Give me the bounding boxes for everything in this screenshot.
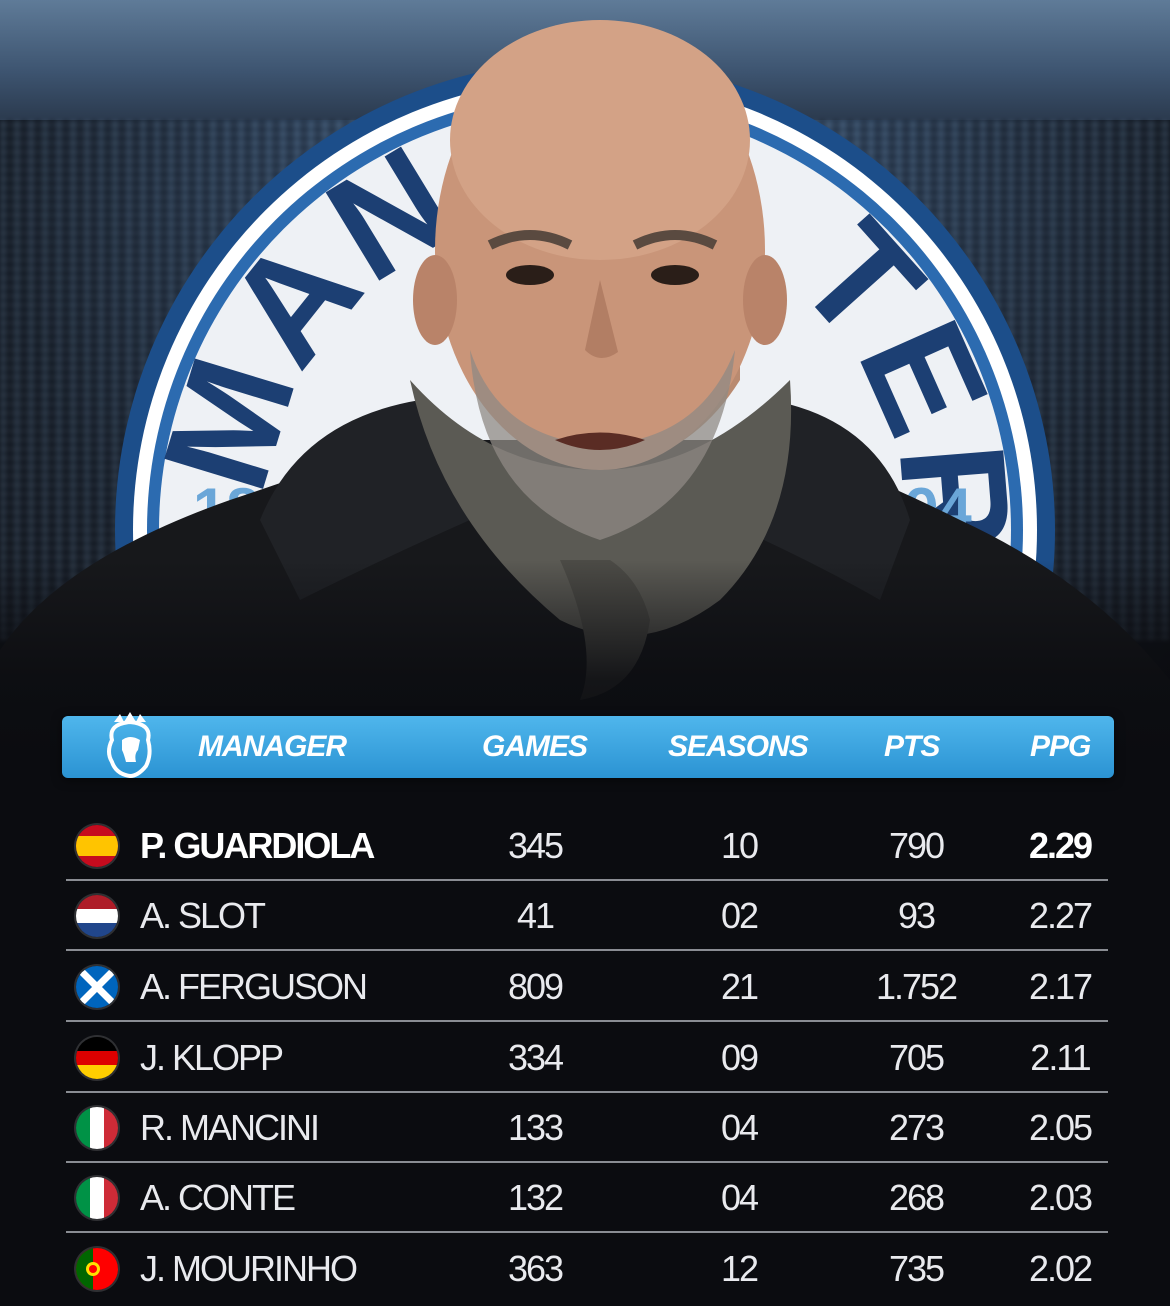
portugal-flag-icon: [76, 1248, 118, 1290]
premier-league-lion-icon: [107, 712, 152, 779]
manager-name: R. MANCINI: [140, 1107, 320, 1148]
ppg-value: 2.27: [1028, 895, 1093, 936]
italy-flag-icon: [76, 1177, 118, 1219]
seasons-value: 02: [720, 895, 759, 936]
pts-value: 790: [888, 825, 945, 866]
games-value: 132: [507, 1177, 564, 1218]
spain-flag-icon: [76, 825, 118, 867]
games-value: 41: [516, 895, 555, 936]
netherlands-flag-icon: [76, 895, 118, 937]
pts-value: 705: [888, 1037, 945, 1078]
row-divider: [66, 1161, 1108, 1163]
table-row: P. GUARDIOLA 345 10 790 2.29: [66, 811, 1108, 881]
seasons-value: 21: [720, 966, 759, 1007]
seasons-value: 12: [720, 1248, 759, 1289]
scotland-flag-icon: [76, 966, 118, 1008]
table-row: R. MANCINI 133 04 273 2.05: [66, 1093, 1108, 1163]
games-value: 345: [507, 825, 564, 866]
ppg-value: 2.17: [1028, 966, 1093, 1007]
row-divider: [66, 1020, 1108, 1022]
manager-name: J. KLOPP: [140, 1037, 284, 1078]
manager-name: A. FERGUSON: [140, 966, 368, 1007]
seasons-value: 04: [720, 1177, 759, 1218]
germany-flag-icon: [76, 1037, 118, 1079]
hero-image: MAN TER 18 94: [0, 0, 1170, 760]
table-row: J. MOURINHO 363 12 735 2.02: [66, 1234, 1108, 1304]
ppg-value: 2.11: [1030, 1037, 1091, 1078]
seasons-value: 10: [720, 825, 759, 866]
ppg-value: 2.05: [1028, 1107, 1093, 1148]
games-value: 809: [507, 966, 564, 1007]
pts-value: 735: [888, 1248, 945, 1289]
table-row: A. FERGUSON 809 21 1.752 2.17: [66, 952, 1108, 1022]
manager-name: A. CONTE: [140, 1177, 296, 1218]
pts-value: 1.752: [875, 966, 958, 1007]
table-header: MANAGER GAMES SEASONS PTS PPG: [62, 712, 1114, 779]
row-divider: [66, 1091, 1108, 1093]
pts-value: 273: [888, 1107, 945, 1148]
games-value: 133: [507, 1107, 564, 1148]
row-divider: [66, 949, 1108, 951]
column-header-pts: PTS: [884, 730, 940, 763]
manager-name: A. SLOT: [140, 895, 266, 936]
column-header-games: GAMES: [482, 730, 588, 763]
ppg-value: 2.29: [1028, 825, 1093, 866]
pts-value: 93: [897, 895, 936, 936]
ppg-value: 2.02: [1028, 1248, 1093, 1289]
ppg-value: 2.03: [1028, 1177, 1093, 1218]
column-header-seasons: SEASONS: [668, 730, 809, 763]
italy-flag-icon: [76, 1107, 118, 1149]
manager-name: J. MOURINHO: [140, 1248, 358, 1289]
row-divider: [66, 879, 1108, 881]
table-row: A. SLOT 41 02 93 2.27: [66, 881, 1108, 951]
pts-value: 268: [888, 1177, 945, 1218]
seasons-value: 09: [720, 1037, 759, 1078]
seasons-value: 04: [720, 1107, 759, 1148]
row-divider: [66, 1231, 1108, 1233]
games-value: 363: [507, 1248, 564, 1289]
column-header-manager: MANAGER: [198, 730, 347, 763]
manager-name: P. GUARDIOLA: [140, 825, 375, 866]
games-value: 334: [507, 1037, 564, 1078]
table-row: J. KLOPP 334 09 705 2.11: [66, 1023, 1108, 1093]
column-header-ppg: PPG: [1030, 730, 1091, 763]
table-row: A. CONTE 132 04 268 2.03: [66, 1163, 1108, 1233]
